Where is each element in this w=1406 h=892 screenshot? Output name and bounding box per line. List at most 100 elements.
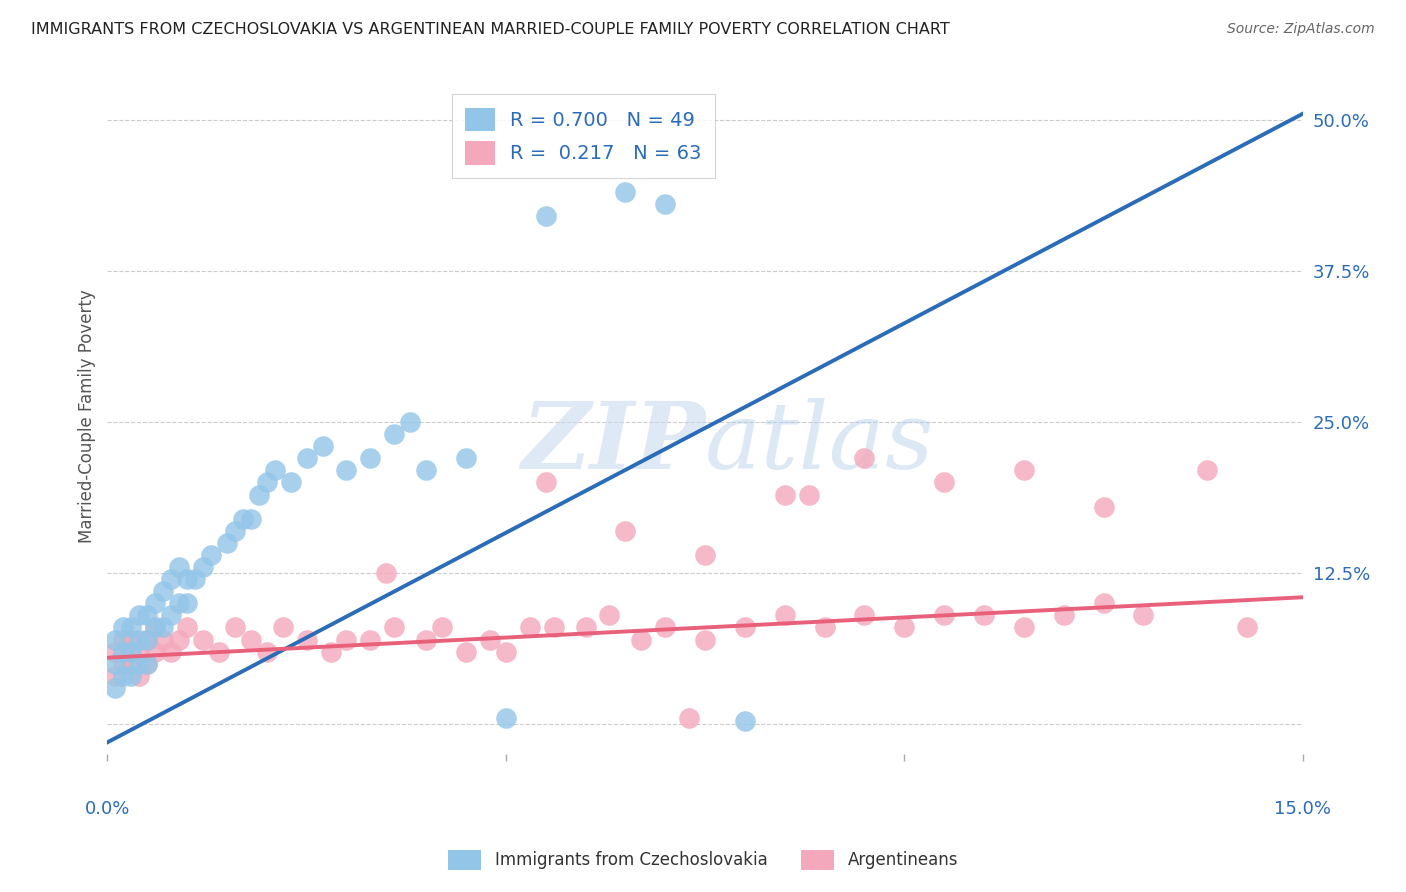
Point [120,645,142,659]
Point [143,596,166,610]
Point [335,463,357,477]
Point [112,669,135,683]
Point [734,714,756,728]
Point [263,463,285,477]
Point [1236,620,1258,634]
Point [136,632,159,647]
Point [143,620,166,634]
Point [104,669,127,683]
Legend: Immigrants from Czechoslovakia, Argentineans: Immigrants from Czechoslovakia, Argentin… [441,843,965,877]
Point [934,475,956,490]
Point [495,711,517,725]
Y-axis label: Married-Couple Family Poverty: Married-Couple Family Poverty [79,289,96,543]
Point [160,572,183,586]
Point [693,632,716,647]
Text: atlas: atlas [704,398,935,488]
Point [295,451,318,466]
Point [152,620,174,634]
Point [614,186,637,200]
Point [519,620,541,634]
Point [128,608,150,623]
Point [359,451,381,466]
Point [1132,608,1154,623]
Point [543,620,565,634]
Point [598,608,620,623]
Point [128,657,150,671]
Point [247,487,270,501]
Point [239,511,262,525]
Point [1012,463,1035,477]
Point [853,451,876,466]
Text: 0.0%: 0.0% [84,800,131,818]
Point [1053,608,1076,623]
Point [693,548,716,562]
Point [1197,463,1219,477]
Point [934,608,956,623]
Text: IMMIGRANTS FROM CZECHOSLOVAKIA VS ARGENTINEAN MARRIED-COUPLE FAMILY POVERTY CORR: IMMIGRANTS FROM CZECHOSLOVAKIA VS ARGENT… [31,22,949,37]
Point [973,608,995,623]
Point [184,572,207,586]
Point [104,657,127,671]
Text: Source: ZipAtlas.com: Source: ZipAtlas.com [1227,22,1375,37]
Point [120,657,142,671]
Point [295,632,318,647]
Point [191,632,214,647]
Point [200,548,222,562]
Point [224,620,246,634]
Point [495,645,517,659]
Point [143,645,166,659]
Point [678,711,700,725]
Point [773,487,796,501]
Point [104,632,127,647]
Point [136,632,159,647]
Point [271,620,294,634]
Text: 15.0%: 15.0% [1274,800,1331,818]
Point [256,645,278,659]
Point [160,645,183,659]
Point [167,632,190,647]
Point [335,632,357,647]
Point [630,632,652,647]
Point [734,620,756,634]
Point [112,657,135,671]
Point [112,645,135,659]
Point [167,560,190,574]
Point [112,620,135,634]
Point [256,475,278,490]
Point [167,596,190,610]
Point [120,632,142,647]
Point [415,632,437,647]
Point [1092,596,1115,610]
Point [176,620,198,634]
Point [814,620,837,634]
Point [853,608,876,623]
Point [232,511,254,525]
Point [654,620,676,634]
Point [1092,500,1115,514]
Point [534,210,557,224]
Point [191,560,214,574]
Point [375,566,398,580]
Point [893,620,915,634]
Point [311,439,333,453]
Point [773,608,796,623]
Point [614,524,637,538]
Point [574,620,596,634]
Point [128,669,150,683]
Point [136,657,159,671]
Point [1012,620,1035,634]
Point [120,620,142,634]
Point [382,427,405,442]
Point [152,632,174,647]
Point [224,524,246,538]
Text: ZIP: ZIP [520,398,704,488]
Point [128,645,150,659]
Point [415,463,437,477]
Point [152,584,174,599]
Point [654,197,676,211]
Point [208,645,231,659]
Point [128,632,150,647]
Point [239,632,262,647]
Point [143,620,166,634]
Legend: R = 0.700   N = 49, R =  0.217   N = 63: R = 0.700 N = 49, R = 0.217 N = 63 [451,94,716,178]
